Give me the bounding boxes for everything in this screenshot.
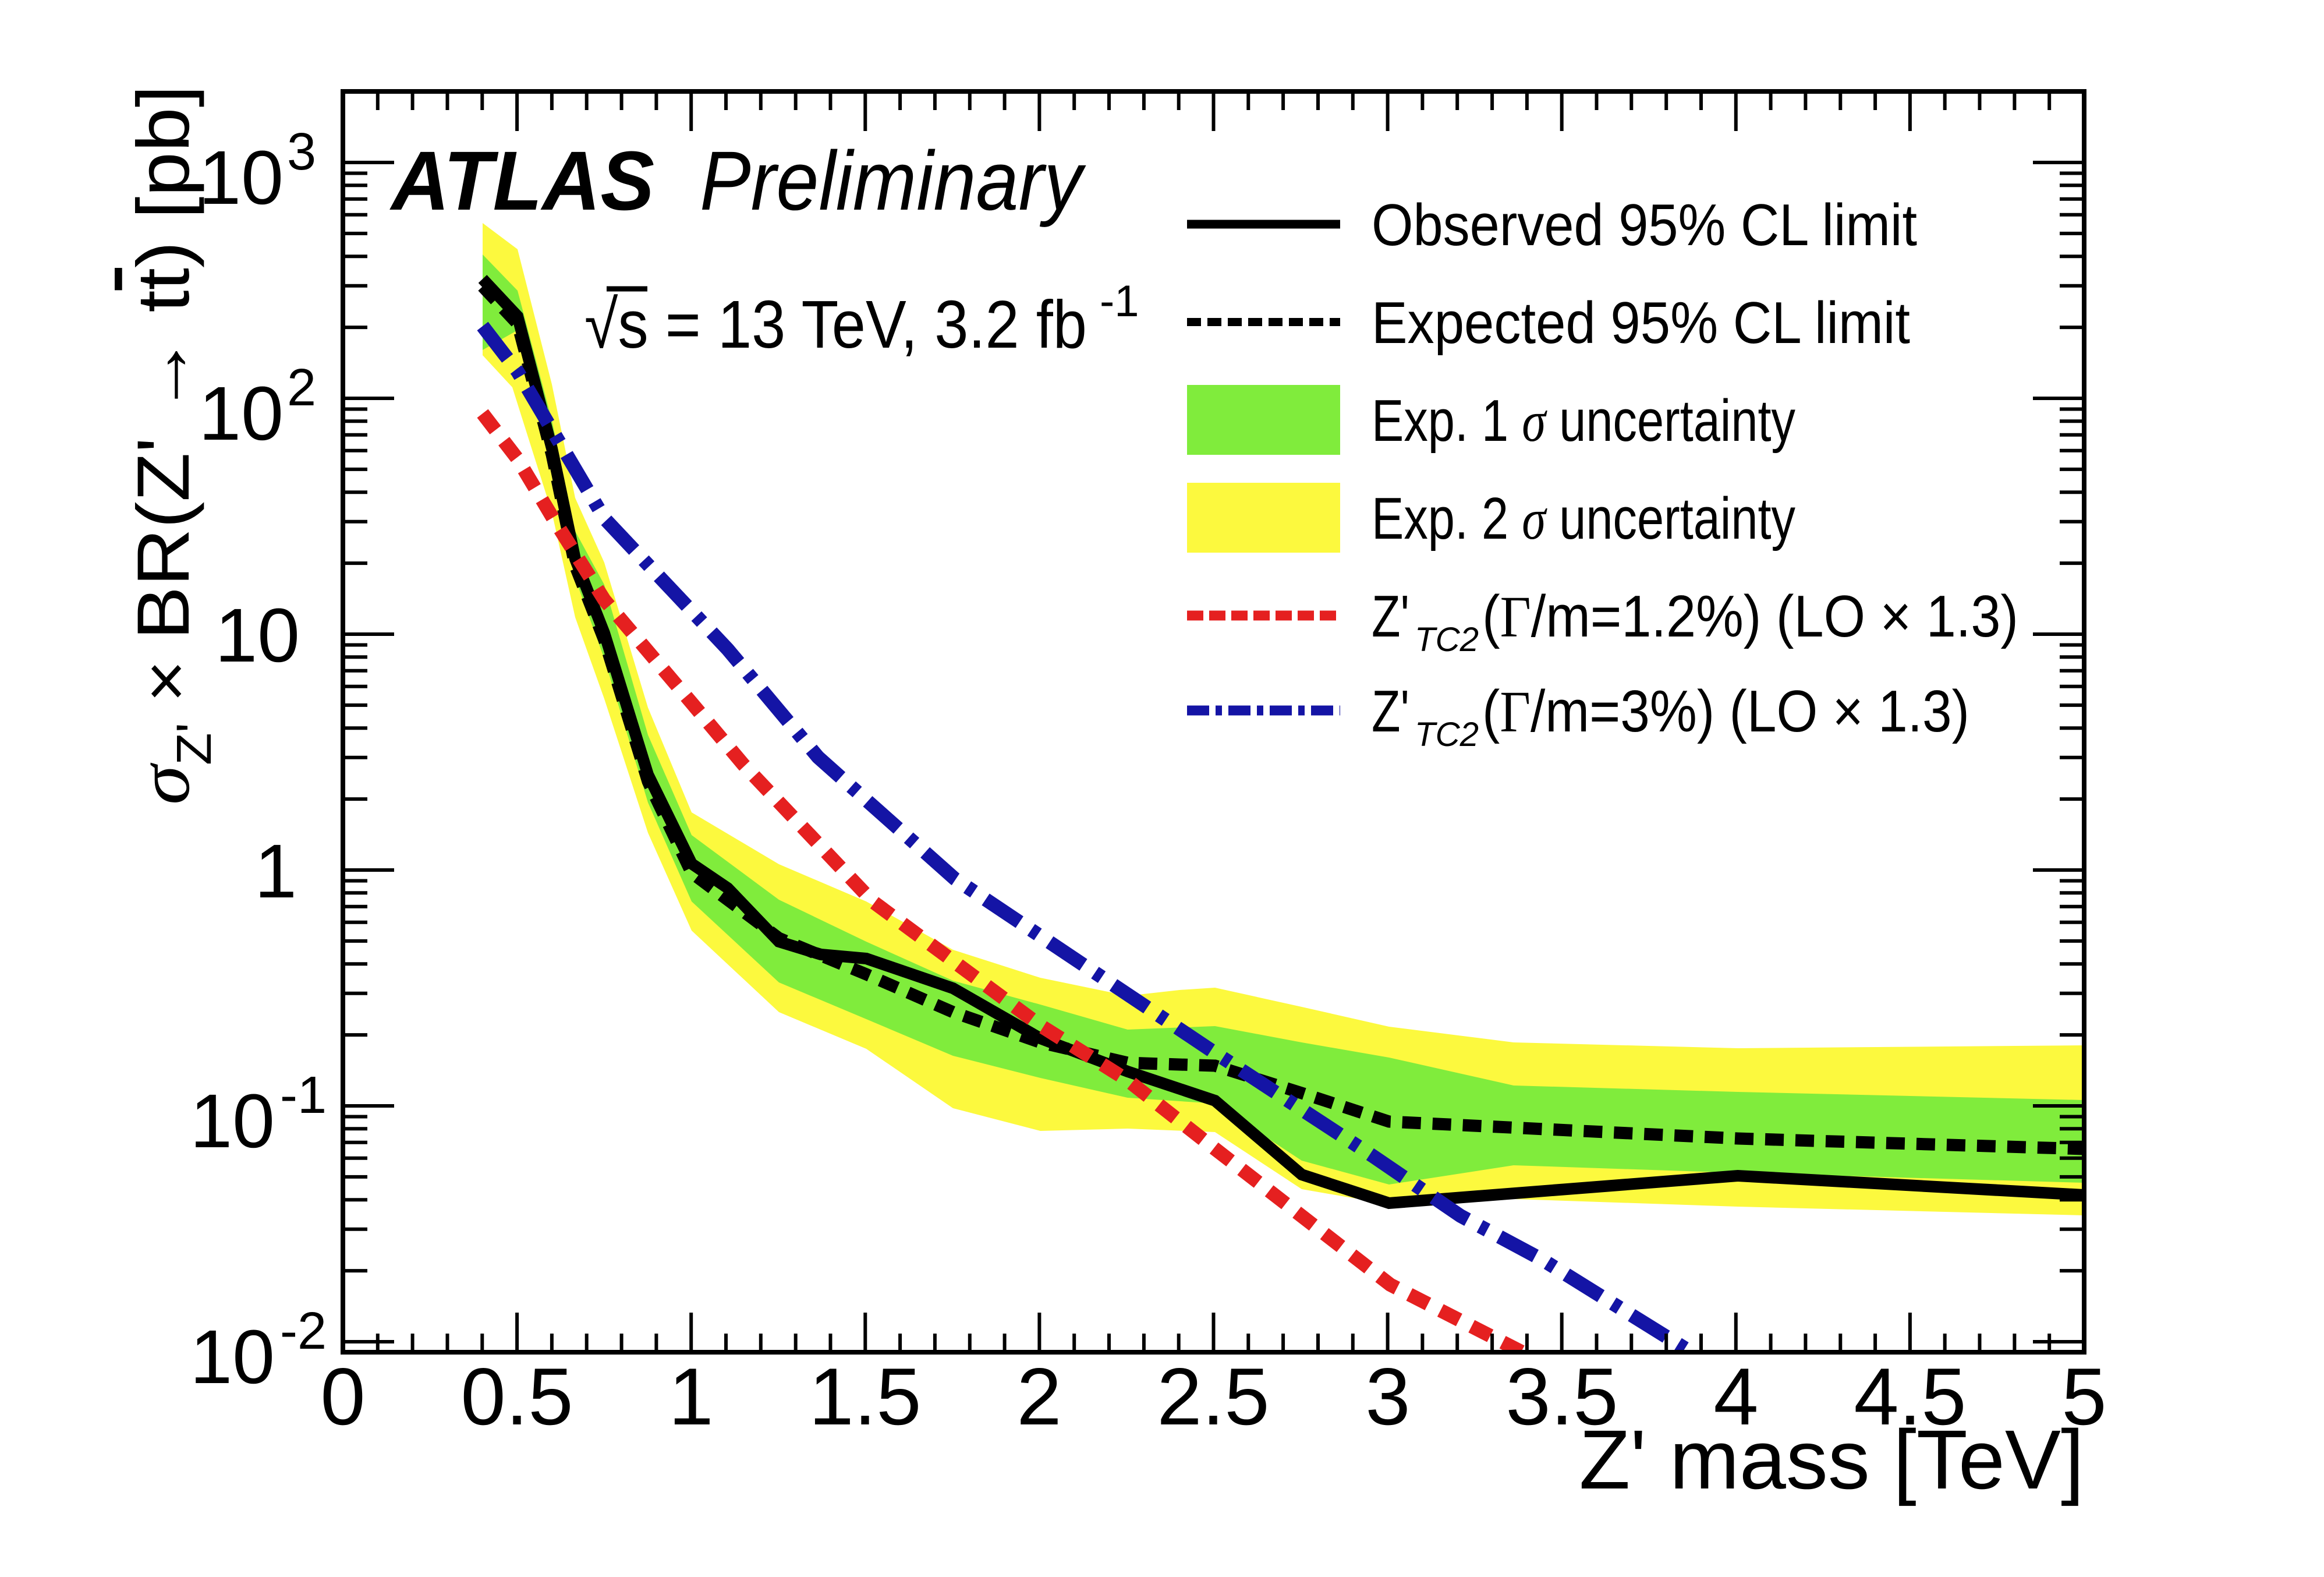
- svg-text:2.5: 2.5: [1157, 1352, 1269, 1442]
- svg-text:0: 0: [320, 1352, 365, 1442]
- svg-text:1: 1: [254, 828, 297, 914]
- svg-text:-1: -1: [280, 1066, 327, 1125]
- svg-text:10: 10: [199, 135, 284, 220]
- svg-text:0.5: 0.5: [460, 1352, 573, 1442]
- svg-text:Z' mass [TeV]: Z' mass [TeV]: [1579, 1413, 2084, 1507]
- svg-text:Exp. 1 σ uncertainty: Exp. 1 σ uncertainty: [1372, 388, 1795, 454]
- svg-text:10: 10: [190, 1078, 275, 1164]
- svg-text:5: 5: [2061, 1352, 2106, 1442]
- svg-text:Expected 95% CL limit: Expected 95% CL limit: [1372, 291, 1910, 356]
- svg-text:TC2: TC2: [1415, 716, 1479, 754]
- svg-text:Exp. 2 σ uncertainty: Exp. 2 σ uncertainty: [1372, 486, 1795, 551]
- svg-text:(Γ/m=1.2%) (LO × 1.3): (Γ/m=1.2%) (LO × 1.3): [1482, 584, 2018, 649]
- svg-text:(Γ/m=3%) (LO × 1.3): (Γ/m=3%) (LO × 1.3): [1482, 679, 1969, 744]
- svg-text:2: 2: [287, 359, 316, 417]
- svg-text:10: 10: [199, 370, 284, 456]
- svg-text:3: 3: [1365, 1352, 1410, 1442]
- svg-text:4.5: 4.5: [1854, 1352, 1966, 1442]
- svg-text:3.5: 3.5: [1505, 1352, 1618, 1442]
- svg-text:10: 10: [215, 592, 300, 678]
- svg-text:3: 3: [287, 123, 316, 181]
- svg-text:Observed 95% CL limit: Observed 95% CL limit: [1372, 193, 1917, 258]
- svg-text:1.5: 1.5: [809, 1352, 921, 1442]
- svg-text:Z': Z': [1372, 679, 1409, 744]
- svg-text:1: 1: [668, 1352, 713, 1442]
- svg-text:Preliminary: Preliminary: [700, 134, 1086, 228]
- svg-text:√s = 13 TeV, 3.2 fb: √s = 13 TeV, 3.2 fb: [584, 287, 1087, 362]
- svg-text:TC2: TC2: [1415, 621, 1479, 659]
- svg-text:4: 4: [1713, 1352, 1758, 1442]
- svg-text:10: 10: [190, 1314, 275, 1399]
- svg-text:ATLAS: ATLAS: [389, 134, 654, 228]
- svg-text:2: 2: [1016, 1352, 1061, 1442]
- svg-text:Z': Z': [1372, 584, 1409, 649]
- svg-text:-2: -2: [280, 1302, 327, 1360]
- svg-text:-1: -1: [1100, 277, 1139, 326]
